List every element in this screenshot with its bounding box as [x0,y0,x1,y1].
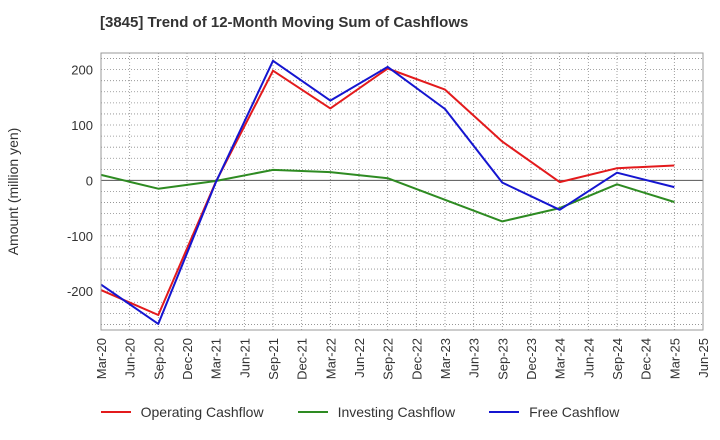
legend-item-investing: Investing Cashflow [297,404,456,420]
x-tick-label: Mar-22 [323,338,338,379]
y-axis-label: Amount (million yen) [5,128,21,256]
grid [100,53,704,330]
x-tick-label: Sep-21 [266,338,281,380]
legend-swatch-investing [297,411,328,413]
x-tick-label: Mar-23 [438,338,453,379]
x-tick-label: Jun-20 [123,338,138,378]
x-tick-label: Mar-20 [94,338,109,379]
free-cashflow-line [100,59,675,325]
y-tick-labels: -200 -100 0 100 200 [67,63,93,300]
legend-swatch-free [489,411,520,413]
legend-item-operating: Operating Cashflow [100,404,264,420]
x-tick-label: Mar-21 [209,338,224,379]
x-tick-label: Jun-22 [352,338,367,378]
x-tick-label: Jun-25 [696,338,711,378]
x-tick-label: Jun-24 [581,338,596,378]
x-tick-label: Jun-23 [467,338,482,378]
x-tick-label: Sep-24 [610,338,625,380]
y-tick-label: -200 [67,284,93,299]
series-lines [100,59,675,325]
operating-cashflow-line [100,67,675,316]
x-tick-label: Sep-20 [151,338,166,380]
investing-cashflow-line [100,168,675,223]
x-tick-label: Dec-22 [409,338,424,380]
x-tick-label: Dec-20 [180,338,195,380]
y-tick-label: 0 [86,173,93,188]
x-tick-labels: Mar-20 Jun-20 Sep-20 Dec-20 Mar-21 Jun-21 Sep-… [94,338,711,380]
legend-label-free: Free Cashflow [529,404,620,420]
legend: Operating Cashflow Investing Cashflow Fr… [0,404,720,420]
x-tick-label: Mar-24 [553,338,568,379]
x-tick-label: Sep-22 [381,338,396,380]
y-tick-label: 200 [71,63,93,78]
y-tick-label: -100 [67,229,93,244]
x-tick-label: Dec-23 [524,338,539,380]
legend-label-investing: Investing Cashflow [337,404,456,420]
x-tick-label: Sep-23 [495,338,510,380]
legend-swatch-operating [100,411,131,413]
plot-frame [100,52,704,331]
x-tick-label: Dec-24 [639,338,654,380]
legend-item-free: Free Cashflow [489,404,619,420]
y-tick-label: 100 [71,118,93,133]
chart-title: [3845] Trend of 12-Month Moving Sum of C… [100,14,469,31]
x-tick-label: Jun-21 [237,338,252,378]
legend-label-operating: Operating Cashflow [140,404,264,420]
x-tick-label: Mar-25 [667,338,682,379]
x-tick-label: Dec-21 [295,338,310,380]
